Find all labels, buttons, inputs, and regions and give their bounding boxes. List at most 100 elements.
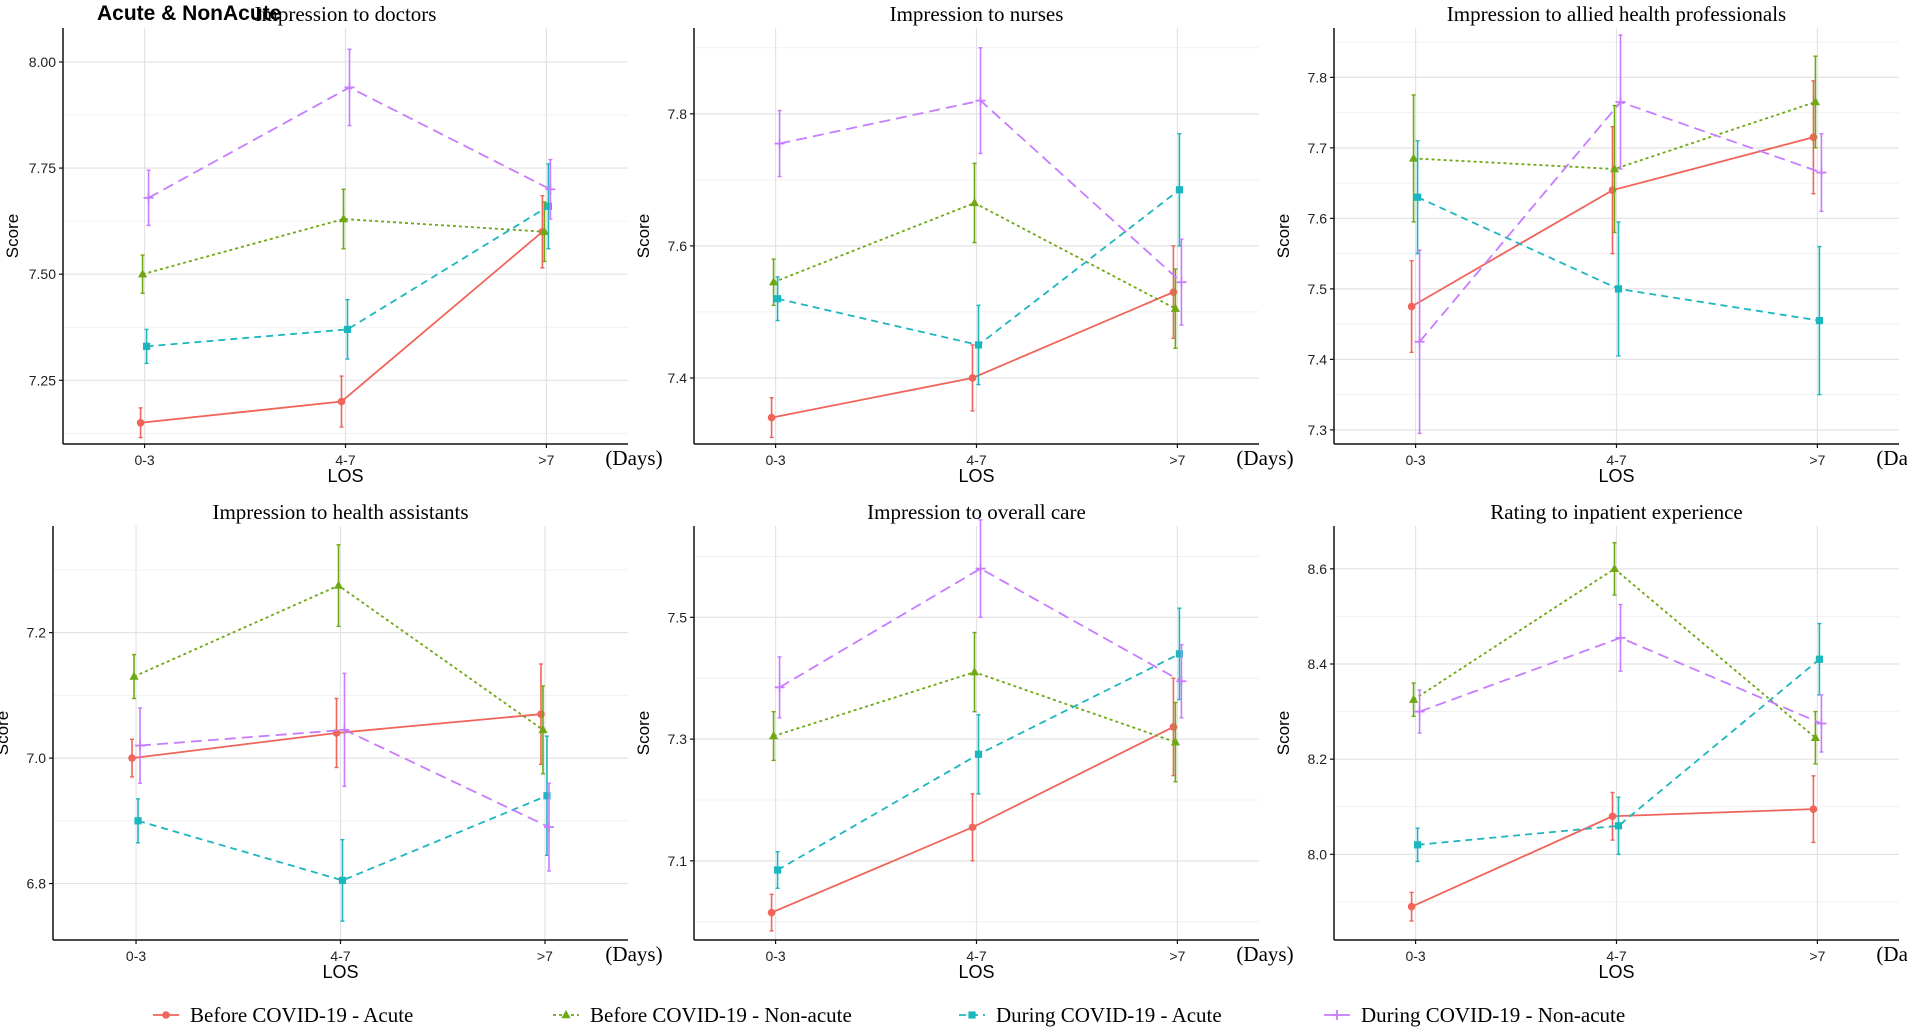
x-tick-label: 4-7	[966, 948, 986, 964]
data-point	[1816, 718, 1827, 729]
data-point	[538, 724, 548, 734]
data-point	[974, 341, 983, 349]
panel-title: Impression to allied health professional…	[1447, 2, 1786, 26]
series-before-covid-19-acute	[128, 663, 545, 778]
data-point	[969, 667, 980, 676]
x-tick-label: 0-3	[765, 452, 785, 468]
panel-rating-to-inpatient-experience: 8.0 8.2 8.4 8.6 0-3 4-7 >7 Rating to inpatient …	[1274, 500, 1907, 982]
y-tick-label: 7.4	[1308, 351, 1328, 367]
y-tick-label: 7.6	[668, 238, 688, 254]
data-point	[333, 580, 344, 589]
series-during-covid-19-non-acute	[1414, 34, 1827, 435]
series-line	[1413, 101, 1816, 170]
x-axis-title: LOS	[958, 466, 994, 486]
y-tick-label: 7.1	[668, 853, 688, 869]
series-during-covid-19-acute	[142, 163, 553, 365]
panel-title: Impression to health assistants	[212, 500, 468, 524]
data-point	[1609, 164, 1620, 173]
y-tick-label: 7.25	[29, 372, 56, 388]
data-point	[974, 750, 983, 758]
data-point	[543, 792, 551, 800]
y-tick-label: 7.7	[1308, 140, 1328, 156]
data-point	[774, 682, 785, 693]
data-point	[1414, 706, 1425, 717]
data-point	[773, 866, 782, 874]
legend-marker	[162, 1011, 170, 1019]
series-during-covid-19-acute	[1413, 140, 1824, 396]
data-point	[1408, 153, 1419, 162]
y-tick-label: 7.4	[668, 370, 688, 386]
legend-label: During COVID-19 - Acute	[996, 1003, 1222, 1027]
y-tick-label: 8.6	[1308, 561, 1328, 577]
series-before-covid-19-non-acute	[1408, 541, 1821, 765]
x-axis-unit: (Days)	[605, 942, 662, 966]
data-point	[767, 413, 776, 422]
legend-item-before-covid-19-acute: Before COVID-19 - Acute	[153, 1003, 413, 1027]
legend-marker	[968, 1011, 976, 1019]
data-point	[969, 197, 980, 207]
x-tick-label: 0-3	[126, 948, 146, 964]
series-during-covid-19-non-acute	[1414, 603, 1827, 753]
x-tick-label: 4-7	[335, 452, 355, 468]
y-tick-label: 6.8	[27, 876, 47, 892]
panel-impression-to-health-assistants: 6.8 7.0 7.2 0-3 4-7 >7 Impression to health as…	[0, 500, 663, 982]
data-point	[135, 740, 146, 751]
data-point	[137, 269, 148, 278]
data-point	[344, 82, 355, 93]
data-point	[338, 214, 349, 223]
panel-title: Impression to nurses	[890, 2, 1064, 26]
legend: Before COVID-19 - Acute Before COVID-19 -…	[153, 1003, 1625, 1027]
data-point	[545, 184, 556, 195]
series-during-covid-19-acute	[1413, 622, 1824, 863]
series-during-covid-19-acute	[134, 735, 551, 922]
y-tick-label: 7.5	[668, 609, 688, 625]
series-before-covid-19-non-acute	[129, 544, 548, 775]
data-point	[1413, 193, 1422, 201]
data-point	[774, 138, 785, 149]
data-point	[767, 908, 776, 917]
series-line	[773, 201, 1176, 310]
legend-label: During COVID-19 - Non-acute	[1361, 1003, 1625, 1027]
data-point	[338, 876, 347, 885]
series-before-covid-19-acute	[1407, 775, 1818, 922]
data-point	[1815, 655, 1824, 663]
series-during-covid-19-non-acute	[774, 519, 1187, 719]
x-tick-label: 4-7	[966, 452, 986, 468]
series-line	[1413, 567, 1816, 739]
y-tick-label: 8.0	[1308, 846, 1328, 862]
series-before-covid-19-non-acute	[768, 631, 1181, 783]
data-point	[1170, 737, 1181, 746]
data-point	[1614, 822, 1623, 830]
y-tick-label: 8.00	[29, 54, 56, 70]
x-tick-label: 4-7	[1606, 948, 1626, 964]
data-point	[1408, 694, 1419, 703]
data-point	[134, 817, 142, 825]
data-point	[129, 671, 139, 680]
data-point	[1176, 277, 1187, 288]
series-before-covid-19-acute	[767, 677, 1178, 932]
series-during-covid-19-non-acute	[143, 48, 556, 227]
data-point	[768, 277, 779, 286]
data-point	[975, 563, 986, 574]
y-tick-label: 7.2	[27, 625, 47, 641]
x-tick-label: 0-3	[1405, 948, 1425, 964]
x-axis-title: LOS	[322, 962, 358, 982]
x-axis-unit: (Days)	[1236, 942, 1293, 966]
y-tick-label: 7.8	[1308, 69, 1328, 85]
y-tick-label: 8.2	[1308, 751, 1328, 767]
data-point	[1608, 812, 1617, 821]
y-axis-title: Score	[634, 711, 653, 755]
legend-marker	[561, 1010, 571, 1019]
data-point	[1175, 650, 1184, 658]
data-point	[539, 226, 550, 235]
panel-impression-to-doctors: 7.25 7.50 7.75 8.00 0-3 4-7 >7 Impression to do…	[3, 2, 663, 486]
y-tick-label: 8.4	[1308, 656, 1328, 672]
x-tick-label: 4-7	[330, 948, 350, 964]
data-point	[128, 754, 136, 762]
panel-title: Rating to inpatient experience	[1490, 500, 1743, 524]
x-axis-unit: (Days)	[1236, 446, 1293, 470]
y-tick-label: 7.50	[29, 266, 56, 282]
x-axis-title: LOS	[1598, 962, 1634, 982]
data-point	[1407, 302, 1416, 311]
